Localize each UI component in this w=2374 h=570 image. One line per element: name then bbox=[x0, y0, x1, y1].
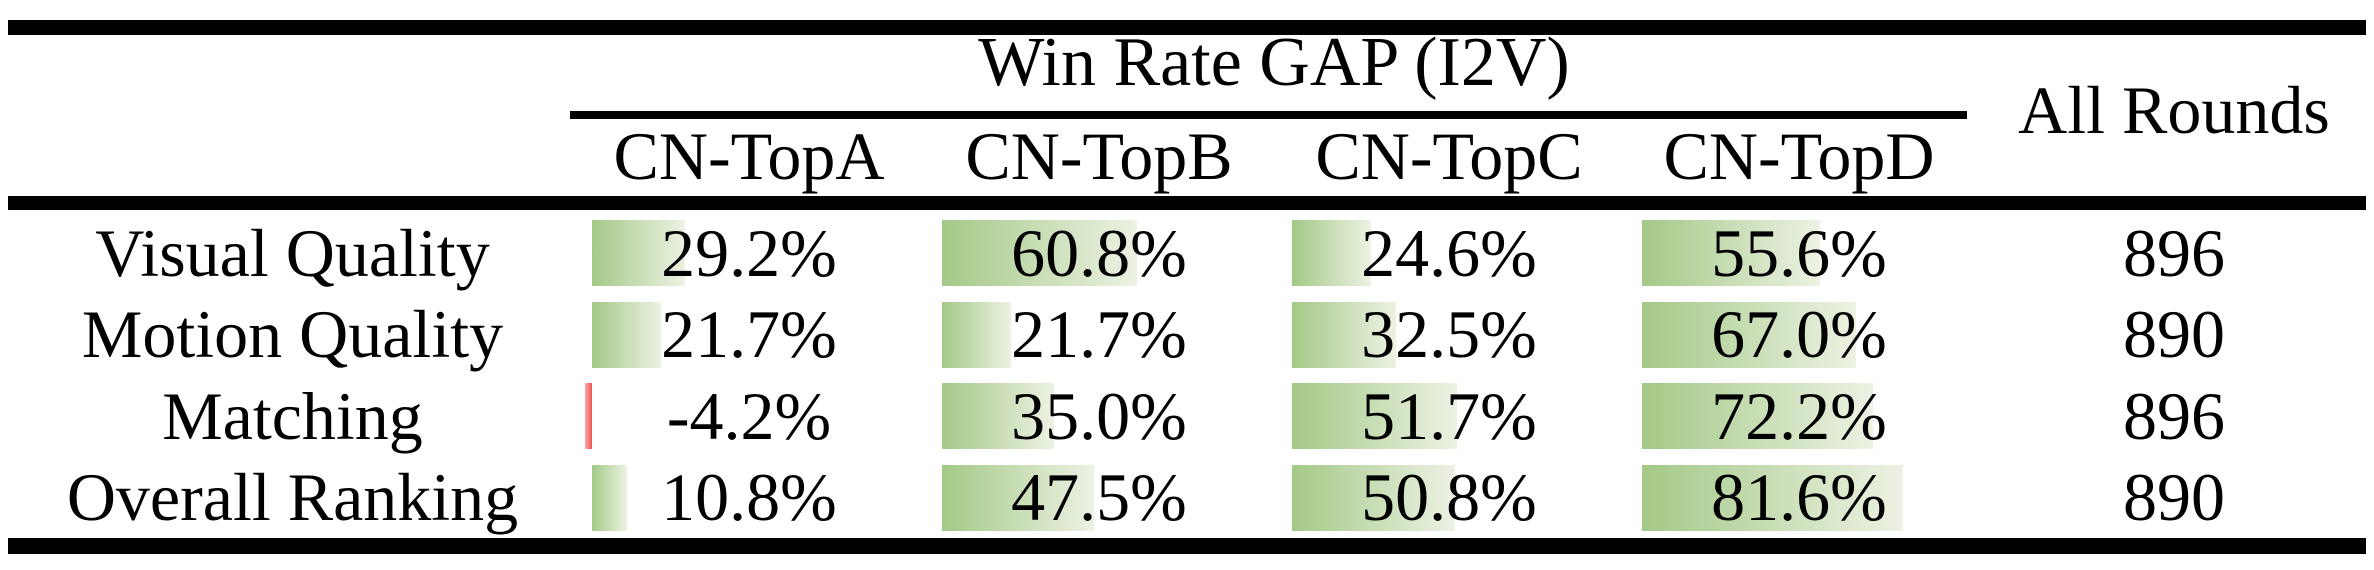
win-rate-value: 50.8% bbox=[1361, 459, 1537, 536]
win-rate-value: 21.7% bbox=[661, 296, 837, 373]
win-rate-cell: 29.2% bbox=[574, 212, 924, 294]
column-group-rule bbox=[570, 111, 1967, 119]
win-rate-bar bbox=[1642, 220, 1820, 286]
all-rounds-value: 896 bbox=[2123, 214, 2225, 291]
win-rate-bar bbox=[1292, 301, 1396, 368]
win-rate-value: 32.5% bbox=[1361, 296, 1537, 373]
win-rate-value: 24.6% bbox=[1361, 214, 1537, 291]
win-rate-cell: 47.5% bbox=[924, 457, 1274, 539]
win-rate-bar bbox=[592, 301, 661, 368]
column-header: CN-TopA bbox=[613, 118, 885, 194]
win-rate-value: 21.7% bbox=[1011, 296, 1187, 373]
all-rounds-value: 890 bbox=[2123, 459, 2225, 536]
win-rate-bar bbox=[942, 464, 1094, 531]
column-header-row: CN-TopA CN-TopB CN-TopC CN-TopD bbox=[574, 116, 1974, 196]
row-label: Overall Ranking bbox=[66, 459, 519, 536]
negative-win-rate-bar bbox=[585, 383, 592, 449]
all-rounds-value: 896 bbox=[2123, 377, 2225, 454]
win-rate-cell: 21.7% bbox=[574, 294, 924, 376]
win-rate-bar bbox=[592, 464, 627, 531]
win-rate-bar bbox=[1292, 464, 1455, 531]
all-rounds-header: All Rounds bbox=[2018, 72, 2330, 148]
win-rate-cell: 35.0% bbox=[924, 375, 1274, 457]
win-rate-value: 81.6% bbox=[1711, 459, 1887, 536]
win-rate-bar bbox=[942, 383, 1054, 449]
win-rate-cell: 21.7% bbox=[924, 294, 1274, 376]
win-rate-cell: -4.2% bbox=[574, 375, 924, 457]
win-rate-value: -4.2% bbox=[666, 377, 832, 454]
win-rate-value: 29.2% bbox=[661, 214, 837, 291]
win-rate-cell: 55.6% bbox=[1624, 212, 1974, 294]
row-label: Motion Quality bbox=[81, 296, 504, 373]
header-bottom-rule bbox=[8, 196, 2366, 210]
column-header: CN-TopB bbox=[965, 118, 1233, 194]
win-rate-cell: 50.8% bbox=[1274, 457, 1624, 539]
win-rate-cell: 60.8% bbox=[924, 212, 1274, 294]
table-top-rule bbox=[8, 20, 2366, 35]
win-rate-value: 35.0% bbox=[1011, 377, 1187, 454]
win-rate-cell: 72.2% bbox=[1624, 375, 1974, 457]
win-rate-bar bbox=[1642, 301, 1856, 368]
column-header: CN-TopC bbox=[1315, 118, 1583, 194]
win-rate-value: 60.8% bbox=[1011, 214, 1187, 291]
win-rate-value: 67.0% bbox=[1711, 296, 1887, 373]
win-rate-value: 10.8% bbox=[661, 459, 837, 536]
win-rate-bar bbox=[1642, 464, 1903, 531]
win-rate-bar bbox=[1292, 383, 1457, 449]
win-rate-bar bbox=[1642, 383, 1873, 449]
win-rate-value: 72.2% bbox=[1711, 377, 1887, 454]
table-bottom-rule bbox=[8, 538, 2366, 554]
win-rate-cell: 51.7% bbox=[1274, 375, 1624, 457]
win-rate-bar bbox=[942, 220, 1137, 286]
all-rounds-value: 890 bbox=[2123, 296, 2225, 373]
win-rate-value: 55.6% bbox=[1711, 214, 1887, 291]
win-rate-cell: 81.6% bbox=[1624, 457, 1974, 539]
win-rate-cell: 32.5% bbox=[1274, 294, 1624, 376]
win-rate-value: 51.7% bbox=[1361, 377, 1537, 454]
win-rate-bar bbox=[1292, 220, 1371, 286]
win-rate-bar bbox=[942, 301, 1011, 368]
win-rate-value: 47.5% bbox=[1011, 459, 1187, 536]
column-header: CN-TopD bbox=[1663, 118, 1935, 194]
win-rate-cell: 67.0% bbox=[1624, 294, 1974, 376]
win-rate-gap-header: Win Rate GAP (I2V) bbox=[978, 24, 1570, 101]
row-label: Matching bbox=[162, 377, 423, 454]
win-rate-bar bbox=[592, 220, 685, 286]
win-rate-cell: 10.8% bbox=[574, 457, 924, 539]
row-label: Visual Quality bbox=[95, 214, 490, 291]
win-rate-cell: 24.6% bbox=[1274, 212, 1624, 294]
